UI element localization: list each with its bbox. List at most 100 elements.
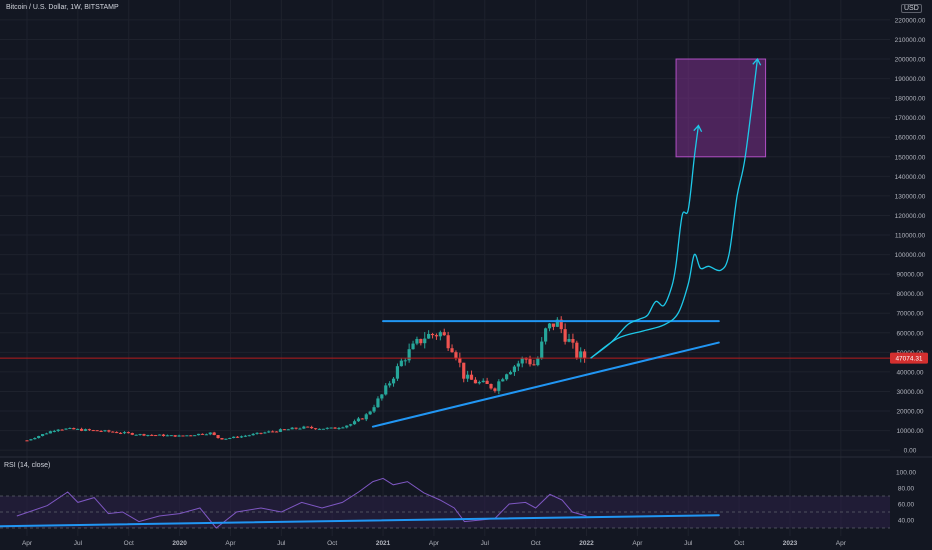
candle-body-126 (516, 363, 520, 367)
price-tick-label-12: 120000.00 (895, 213, 926, 220)
candle-body-63 (271, 431, 275, 433)
candle-body-80 (337, 428, 341, 430)
candle-body-91 (380, 394, 384, 399)
target-zone[interactable] (675, 58, 767, 158)
price-tick-label-22: 220000.00 (895, 17, 926, 24)
price-axis[interactable]: 0.0010000.0020000.0030000.0040000.005000… (895, 17, 926, 454)
price-tick-label-13: 130000.00 (895, 193, 926, 200)
candle-body-93 (388, 383, 392, 386)
candle-body-62 (267, 431, 271, 433)
candle-body-107 (442, 332, 446, 336)
candle-body-27 (130, 432, 134, 435)
rsi-trendline[interactable] (0, 514, 720, 528)
candle-body-127 (520, 358, 524, 364)
price-tick-label-17: 170000.00 (895, 115, 926, 122)
price-tick-label-9: 90000.00 (896, 272, 923, 279)
price-tick-label-8: 80000.00 (896, 291, 923, 298)
candle-body-54 (235, 436, 240, 438)
candle-body-7 (52, 430, 56, 432)
time-tick-label-5: Jul (277, 540, 286, 547)
time-tick-label-16: Apr (836, 540, 847, 547)
candle-body-42 (189, 435, 193, 437)
candle-body-47 (208, 432, 212, 435)
candle-body-142 (579, 351, 583, 358)
price-tick-label-14: 140000.00 (895, 174, 926, 181)
currency-badge[interactable]: USD (901, 4, 922, 13)
price-tick-label-0: 0.00 (904, 448, 917, 455)
candle-body-13 (76, 428, 80, 430)
candle-body-116 (477, 382, 481, 384)
price-tick-label-21: 210000.00 (895, 37, 926, 44)
candle-body-23 (115, 432, 119, 434)
candle-body-12 (72, 427, 76, 430)
candle-body-140 (571, 338, 575, 343)
time-tick-label-3: 2020 (172, 540, 187, 547)
time-tick-label-4: Apr (225, 540, 236, 547)
candle-body-94 (391, 378, 396, 384)
rising-trendline[interactable] (371, 341, 720, 428)
time-axis[interactable]: Apr Jul Oct 2020 Apr Jul Oct 2021 Apr Jul Oct 2022 A… (22, 540, 847, 547)
candle-body-86 (360, 418, 364, 420)
candle-body-22 (111, 431, 115, 433)
candle-body-120 (493, 388, 497, 391)
candle-body-71 (302, 426, 306, 429)
candle-body-70 (298, 428, 302, 430)
candle-body-59 (255, 432, 259, 434)
candle-body-101 (419, 338, 423, 344)
candle-body-43 (193, 435, 197, 437)
candle-body-123 (505, 374, 509, 380)
candle-body-19 (99, 430, 103, 432)
candle-body-77 (325, 427, 329, 429)
candle-body-118 (485, 380, 489, 384)
candle-body-82 (345, 425, 349, 428)
candle-body-30 (142, 434, 146, 436)
candle-body-51 (224, 438, 228, 440)
candle-body-1 (29, 439, 33, 441)
candle-body-102 (423, 338, 427, 344)
candle-body-85 (356, 418, 361, 422)
candles (25, 316, 587, 442)
candle-body-95 (395, 366, 400, 379)
time-tick-label-12: Apr (632, 540, 643, 547)
candle-body-72 (306, 426, 310, 428)
candle-body-33 (154, 435, 158, 437)
candle-body-84 (352, 421, 357, 425)
rsi-title: RSI (14, close) (4, 462, 51, 469)
candle-body-106 (438, 332, 442, 337)
rsi-tick-label-2: 60.00 (898, 502, 915, 509)
projection-path-1[interactable] (590, 125, 700, 359)
current-price-label: 47074.31 (895, 356, 922, 363)
rsi-axis[interactable]: 100.00 80.00 60.00 40.00 (896, 470, 916, 525)
candle-body-100 (415, 338, 419, 344)
candle-body-99 (411, 343, 415, 350)
candle-body-137 (559, 319, 563, 330)
rsi-tick-label-1: 80.00 (898, 486, 915, 493)
candle-body-31 (146, 434, 150, 436)
candle-body-68 (290, 427, 294, 430)
candle-body-143 (583, 351, 587, 359)
candle-body-130 (532, 364, 536, 366)
candle-body-2 (33, 438, 37, 440)
candle-body-131 (536, 358, 540, 366)
projection-path-2[interactable] (590, 58, 759, 359)
candle-body-64 (274, 431, 279, 433)
candle-body-5 (44, 433, 49, 435)
candle-body-4 (40, 434, 45, 437)
candle-body-10 (64, 428, 68, 430)
price-tick-label-10: 100000.00 (895, 252, 926, 259)
candle-body-78 (329, 427, 333, 429)
time-tick-label-9: Jul (481, 540, 490, 547)
candle-body-67 (286, 429, 290, 431)
candle-body-125 (512, 366, 517, 373)
rsi-tick-label-0: 100.00 (896, 470, 916, 477)
candle-body-11 (68, 427, 72, 429)
candle-body-0 (25, 440, 29, 442)
projection-arrowhead-2 (752, 57, 762, 66)
candle-body-113 (466, 374, 470, 379)
candle-body-50 (220, 438, 224, 440)
price-tick-label-4: 40000.00 (896, 369, 923, 376)
time-tick-label-15: 2023 (783, 540, 798, 547)
candle-body-38 (173, 435, 177, 437)
